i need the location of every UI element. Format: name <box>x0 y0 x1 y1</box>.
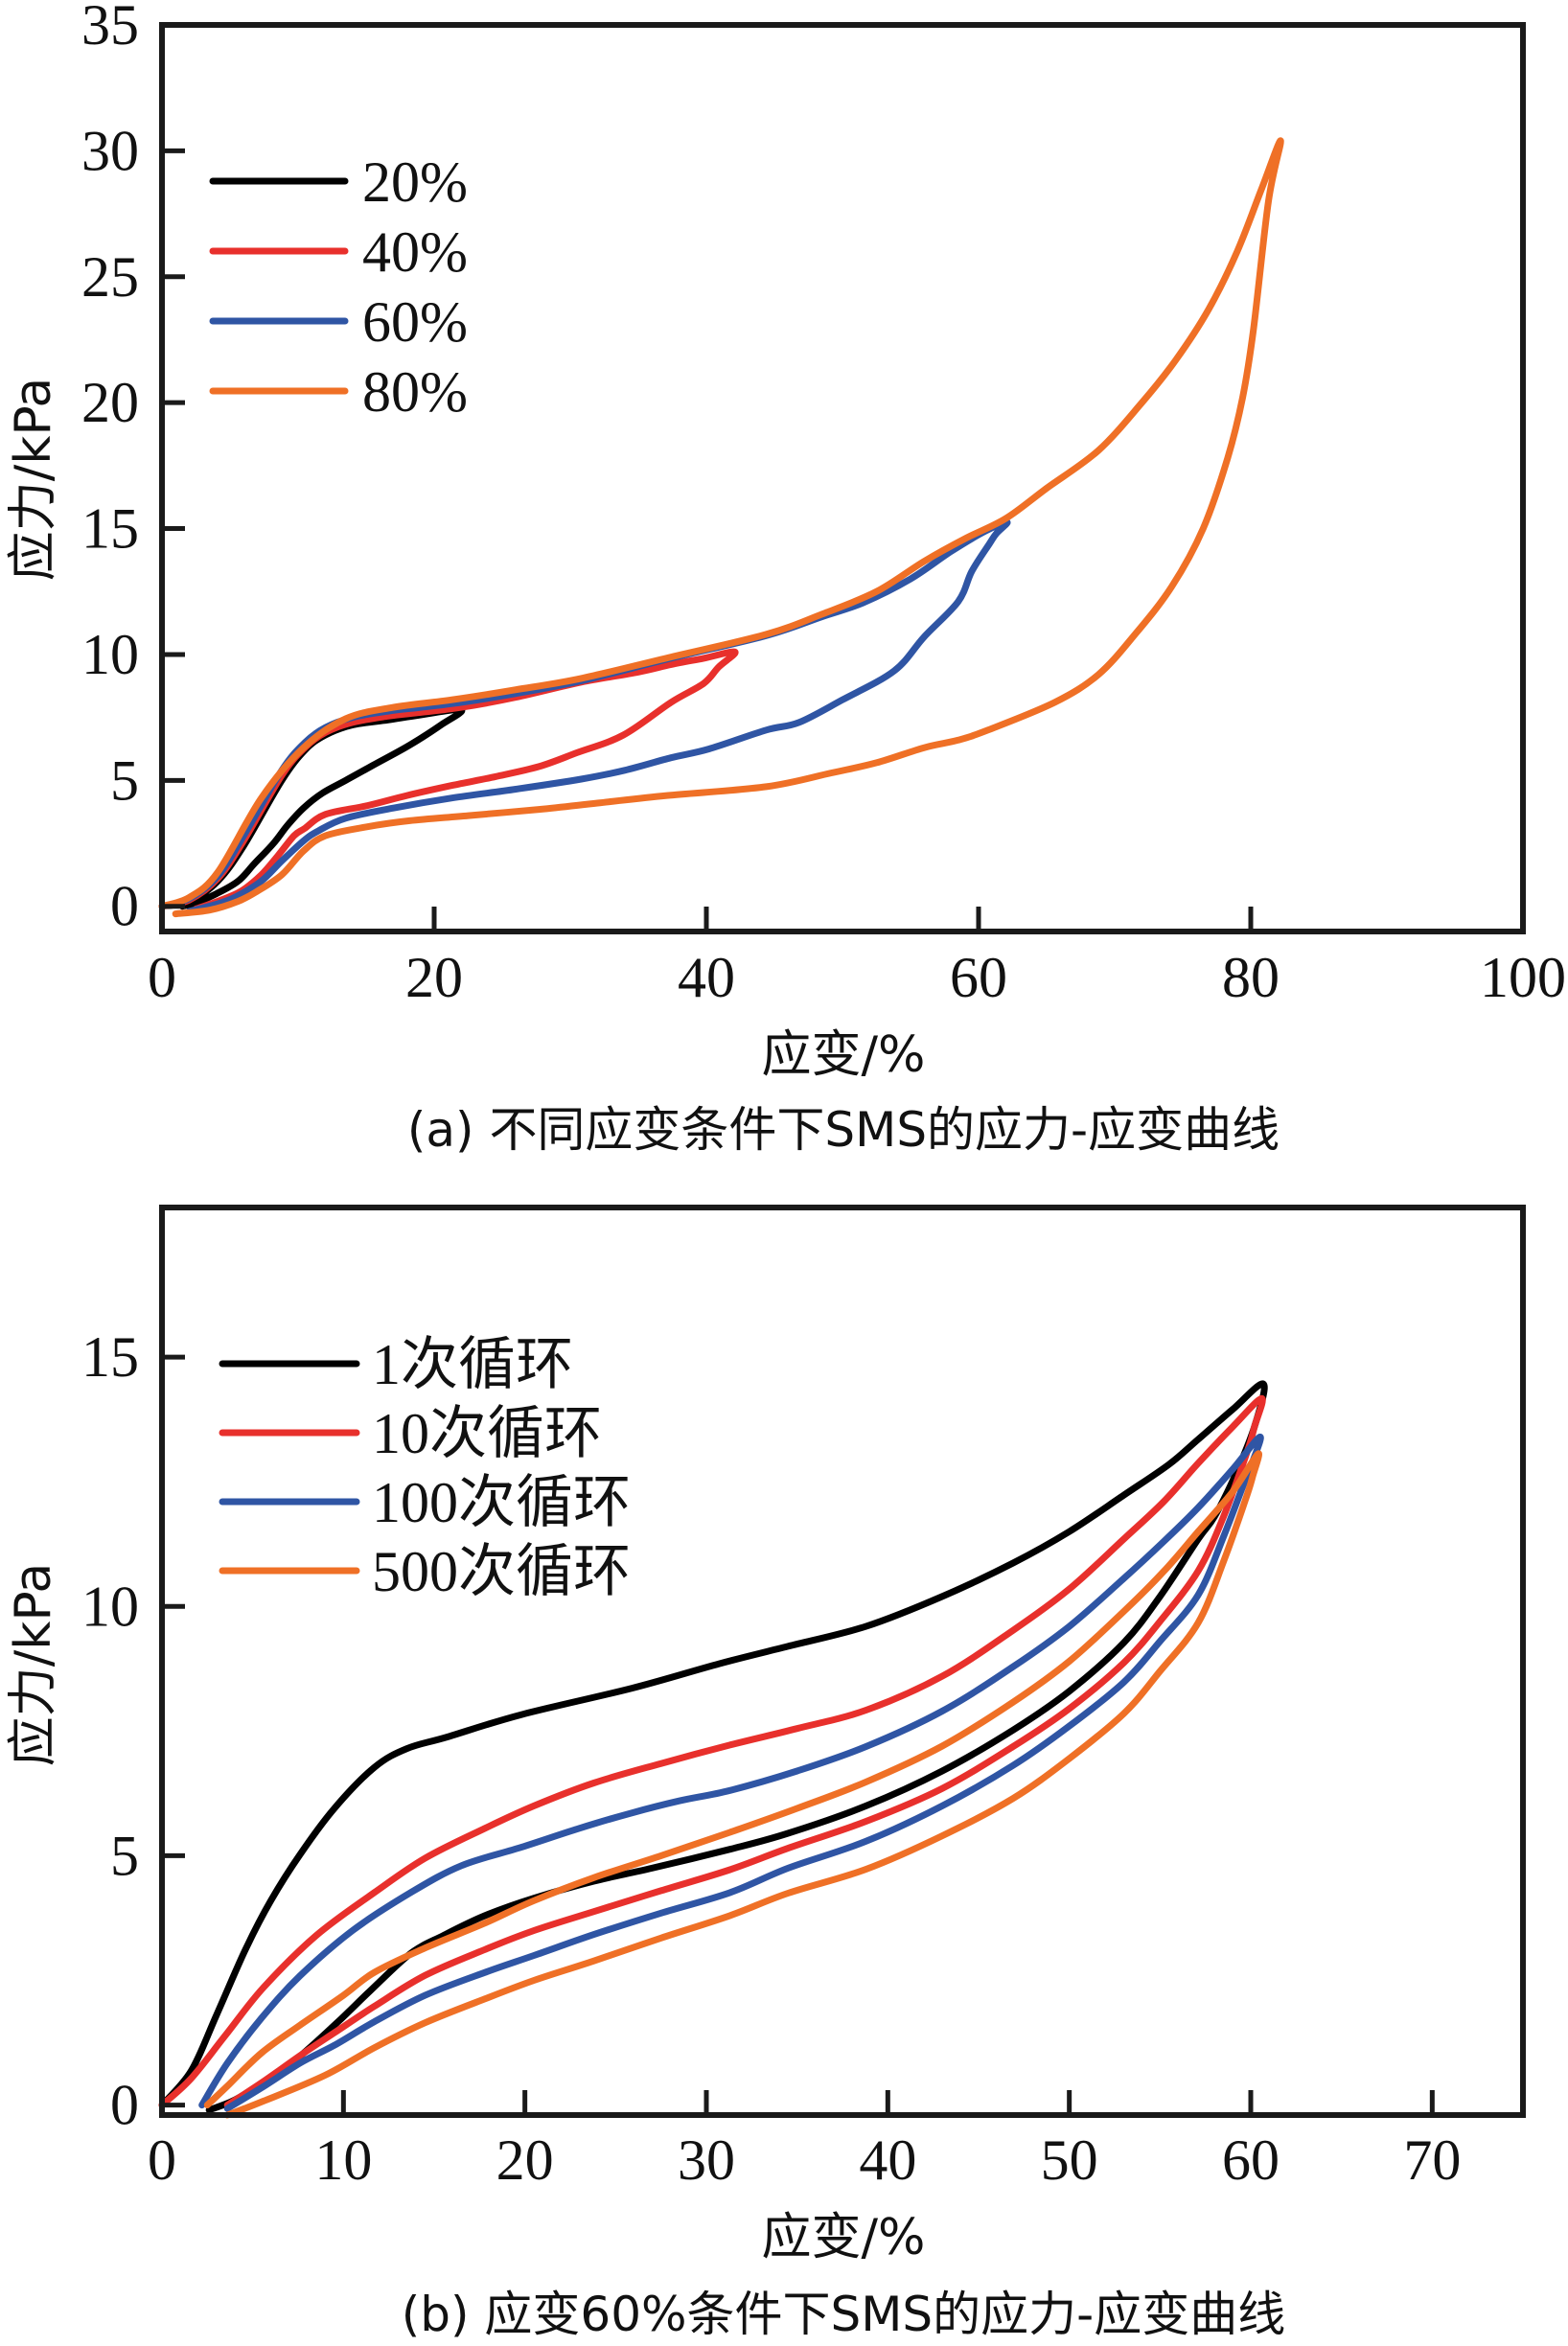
panel-a-x-axis-label: 应变/% <box>762 1026 926 1084</box>
x-tick-label: 50 <box>1041 2128 1098 2192</box>
x-tick-label: 100 <box>1480 946 1566 1009</box>
panel-a-curves <box>158 137 1284 918</box>
panel-b-caption: (b) 应变60%条件下SMS的应力-应变曲线 <box>402 2287 1285 2342</box>
legend-label: 20% <box>362 150 468 214</box>
legend-label: 1次循环 <box>372 1333 573 1396</box>
y-tick-label: 10 <box>81 1575 139 1638</box>
panel-b-x-ticks: 0 10 20 30 40 50 60 70 <box>148 2090 1461 2192</box>
y-tick-label: 0 <box>110 2074 139 2137</box>
panel-b-y-ticks: 0 5 10 15 <box>81 1325 185 2137</box>
panel-b-series-line-3 <box>203 1450 1262 2119</box>
panel-b-y-axis-label: 应力/kPa <box>5 1563 62 1767</box>
x-tick-label: 20 <box>405 946 463 1009</box>
panel-a-x-ticks: 0 20 40 60 80 100 <box>148 907 1566 1009</box>
y-tick-label: 25 <box>81 245 139 309</box>
legend-label: 500次循环 <box>372 1540 631 1603</box>
panel-b-x-axis-label: 应变/% <box>762 2209 926 2266</box>
x-tick-label: 30 <box>678 2128 735 2192</box>
x-tick-label: 80 <box>1222 946 1280 1009</box>
panel-a: 0 20 40 60 80 100 0 5 10 15 20 25 30 35 20%40%60%80%… <box>5 0 1566 1158</box>
legend-label: 80% <box>362 360 468 424</box>
x-tick-label: 40 <box>678 946 735 1009</box>
y-tick-label: 5 <box>110 1824 139 1887</box>
y-tick-label: 35 <box>81 0 139 57</box>
y-tick-label: 15 <box>81 1325 139 1389</box>
y-tick-label: 0 <box>110 875 139 938</box>
x-tick-label: 10 <box>314 2128 372 2192</box>
panel-a-legend: 20%40%60%80% <box>209 150 468 424</box>
x-tick-label: 0 <box>148 2128 176 2192</box>
legend-label: 40% <box>362 220 468 284</box>
y-tick-label: 5 <box>110 748 139 812</box>
panel-a-plot-frame <box>159 22 1526 934</box>
legend-label: 10次循环 <box>372 1402 602 1465</box>
x-tick-label: 40 <box>859 2128 916 2192</box>
legend-label: 100次循环 <box>372 1471 631 1534</box>
y-tick-label: 30 <box>81 119 139 182</box>
x-tick-label: 60 <box>1222 2128 1280 2192</box>
panel-a-series-line-2 <box>158 518 1011 915</box>
x-tick-label: 0 <box>148 946 176 1009</box>
panel-a-y-ticks: 0 5 10 15 20 25 30 35 <box>81 0 185 938</box>
y-tick-label: 10 <box>81 623 139 686</box>
x-tick-label: 20 <box>496 2128 554 2192</box>
x-tick-label: 60 <box>950 946 1007 1009</box>
panel-b-series-line-1 <box>158 1394 1266 2109</box>
panel-b-series-line-2 <box>198 1433 1264 2112</box>
panel-b-curves <box>158 1380 1268 2119</box>
panel-b-plot-frame <box>159 1205 1526 2118</box>
panel-b: 0 10 20 30 40 50 60 70 0 5 10 15 1次循环10次循环100次循环50… <box>5 1205 1526 2342</box>
y-tick-label: 20 <box>81 371 139 434</box>
legend-label: 60% <box>362 290 468 354</box>
y-tick-label: 15 <box>81 497 139 561</box>
panel-a-series-line-3 <box>158 137 1284 918</box>
x-tick-label: 70 <box>1403 2128 1461 2192</box>
panel-a-y-axis-label: 应力/kPa <box>5 378 62 582</box>
panel-a-caption: (a) 不同应变条件下SMS的应力-应变曲线 <box>407 1102 1280 1158</box>
